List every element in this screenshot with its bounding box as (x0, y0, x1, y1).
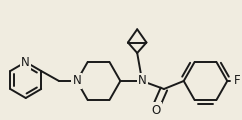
Text: N: N (72, 75, 81, 87)
Text: N: N (21, 55, 30, 69)
Text: F: F (234, 75, 241, 87)
Text: N: N (138, 75, 146, 87)
Text: O: O (151, 103, 161, 117)
